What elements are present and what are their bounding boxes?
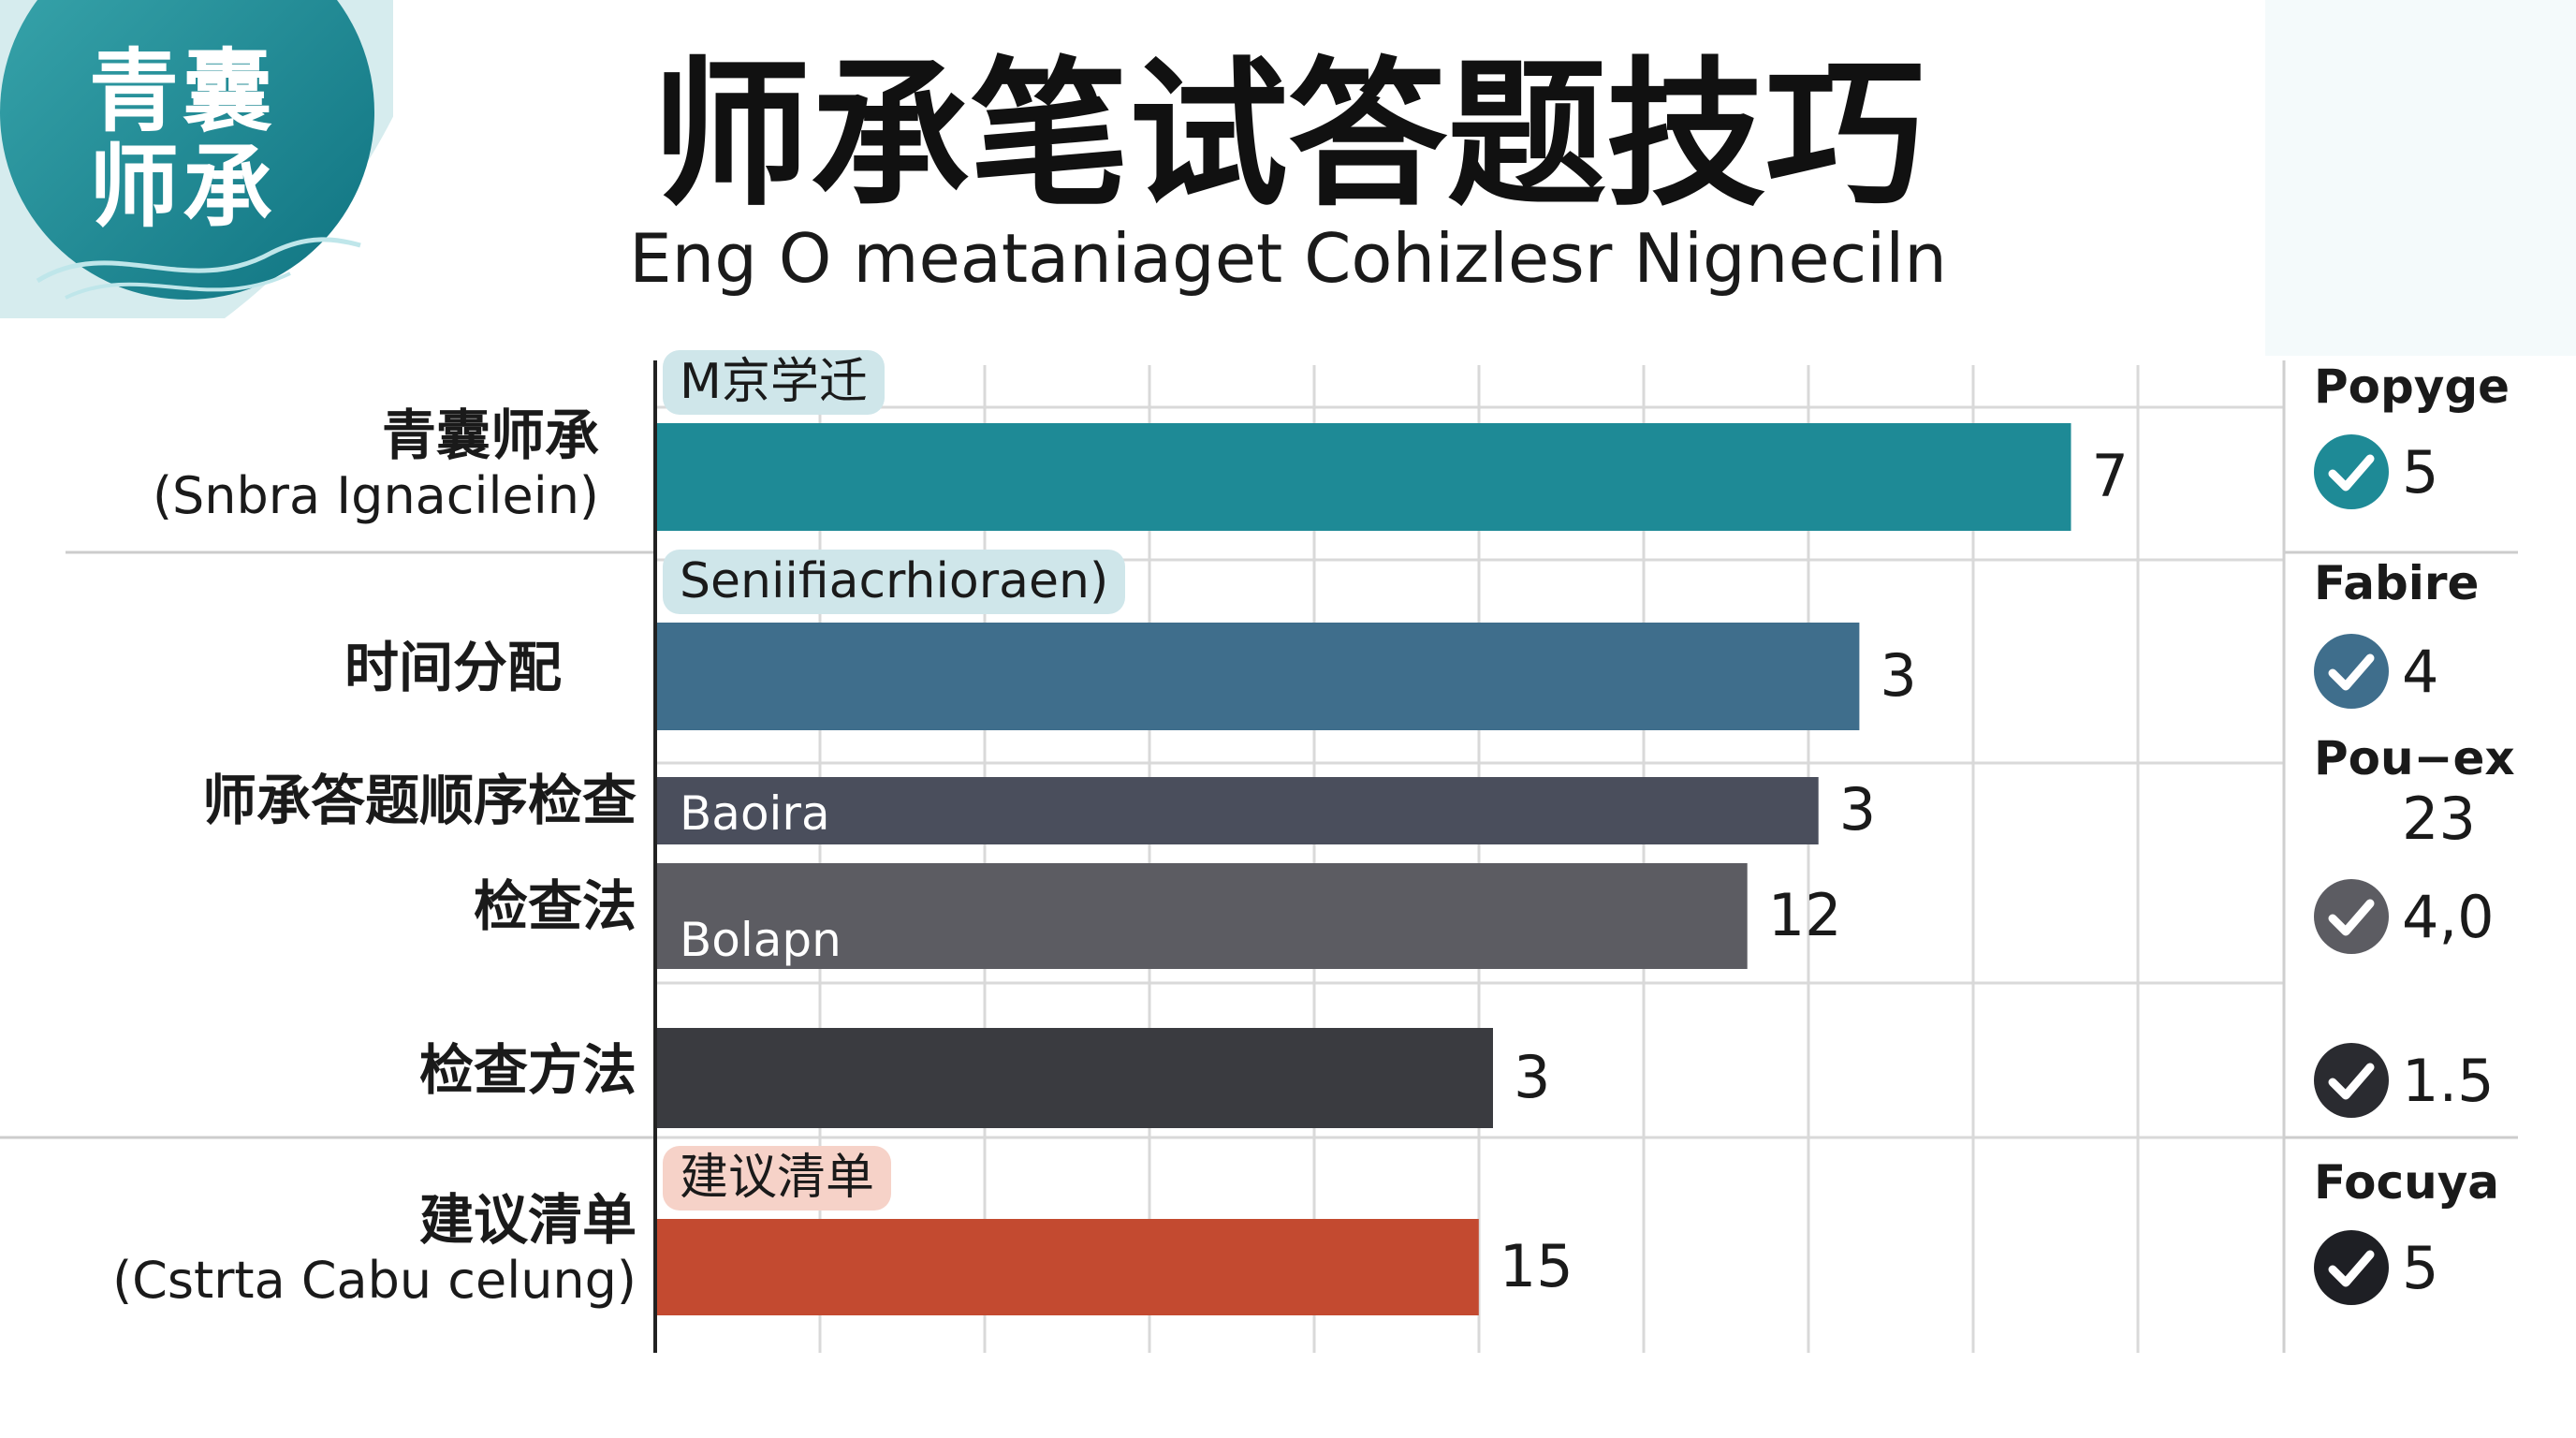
- bar-tag-pill: M京学迁: [663, 350, 885, 416]
- bar-tag-pill: Seniifiacrhioraen): [663, 550, 1126, 615]
- bar-inner-label: Bolapn: [680, 912, 842, 967]
- category-label-main: 建议清单: [418, 1188, 637, 1252]
- check-circle-icon: [2314, 1043, 2389, 1118]
- side-panel-header: Focuya: [2314, 1155, 2500, 1210]
- category-label: 建议清单 (Cstrta Cabu celung): [37, 1189, 637, 1310]
- category-label: 时间分配: [37, 637, 562, 699]
- category-label-sub: (Snbra Ignacilein): [152, 465, 599, 525]
- bar-value-label: 15: [1499, 1231, 1573, 1300]
- category-label-sub: (Cstrta Cabu celung): [112, 1250, 637, 1310]
- side-panel-value: 5: [2402, 1234, 2439, 1302]
- check-circle-icon: [2314, 1230, 2389, 1305]
- side-panel-header: Popyge: [2314, 360, 2510, 414]
- bar: [657, 423, 2071, 531]
- category-label-main: 青囊师承: [381, 404, 599, 467]
- side-panel-value: 4: [2402, 638, 2439, 706]
- category-label: 青囊师承 (Snbra Ignacilein): [37, 404, 599, 525]
- bar-inner-label: Baoira: [680, 786, 830, 841]
- side-panel-header: Pou−ex: [2314, 731, 2515, 785]
- check-circle-icon: [2314, 634, 2389, 709]
- bar: [657, 1219, 1479, 1315]
- logo-text-line2: 师承: [89, 134, 276, 240]
- category-label: 检查法: [37, 875, 637, 938]
- check-circle-icon: [2314, 434, 2389, 509]
- category-label-main: 检查方法: [418, 1038, 637, 1102]
- bar-value-label: 3: [1880, 640, 1917, 710]
- bar-value-label: 12: [1767, 880, 1842, 949]
- logo-badge: [0, 0, 393, 318]
- category-label: 检查方法: [37, 1039, 637, 1102]
- side-panel-value: 5: [2402, 438, 2439, 506]
- bar-value-label: 3: [1838, 775, 1877, 844]
- bar: [657, 777, 1819, 844]
- bar-value-label: 7: [2091, 441, 2129, 510]
- category-label: 师承答题顺序检查: [37, 770, 637, 832]
- chart-title: 师承笔试答题技巧: [651, 43, 1925, 228]
- bar: [657, 1028, 1493, 1128]
- category-label-main: 师承答题顺序检查: [201, 769, 637, 832]
- category-label-main: 检查法: [473, 874, 637, 938]
- check-circle-icon: [2314, 879, 2389, 954]
- chart-subtitle: Eng O meataniaget Cohizlesr Nigneciln: [629, 219, 1947, 298]
- bar-tag-pill: 建议清单: [663, 1146, 892, 1211]
- bar: [657, 863, 1748, 969]
- side-panel-value: 23: [2402, 785, 2476, 853]
- side-panel-value: 1.5: [2402, 1047, 2495, 1115]
- side-panel-value: 4,0: [2402, 883, 2495, 951]
- bar: [657, 623, 1860, 730]
- category-label-main: 时间分配: [344, 636, 562, 699]
- logo-text-line1: 青囊: [89, 38, 276, 144]
- decor-panel-bg: [2265, 0, 2576, 356]
- bar-value-label: 3: [1514, 1042, 1551, 1111]
- side-panel-header: Fabire: [2314, 556, 2480, 610]
